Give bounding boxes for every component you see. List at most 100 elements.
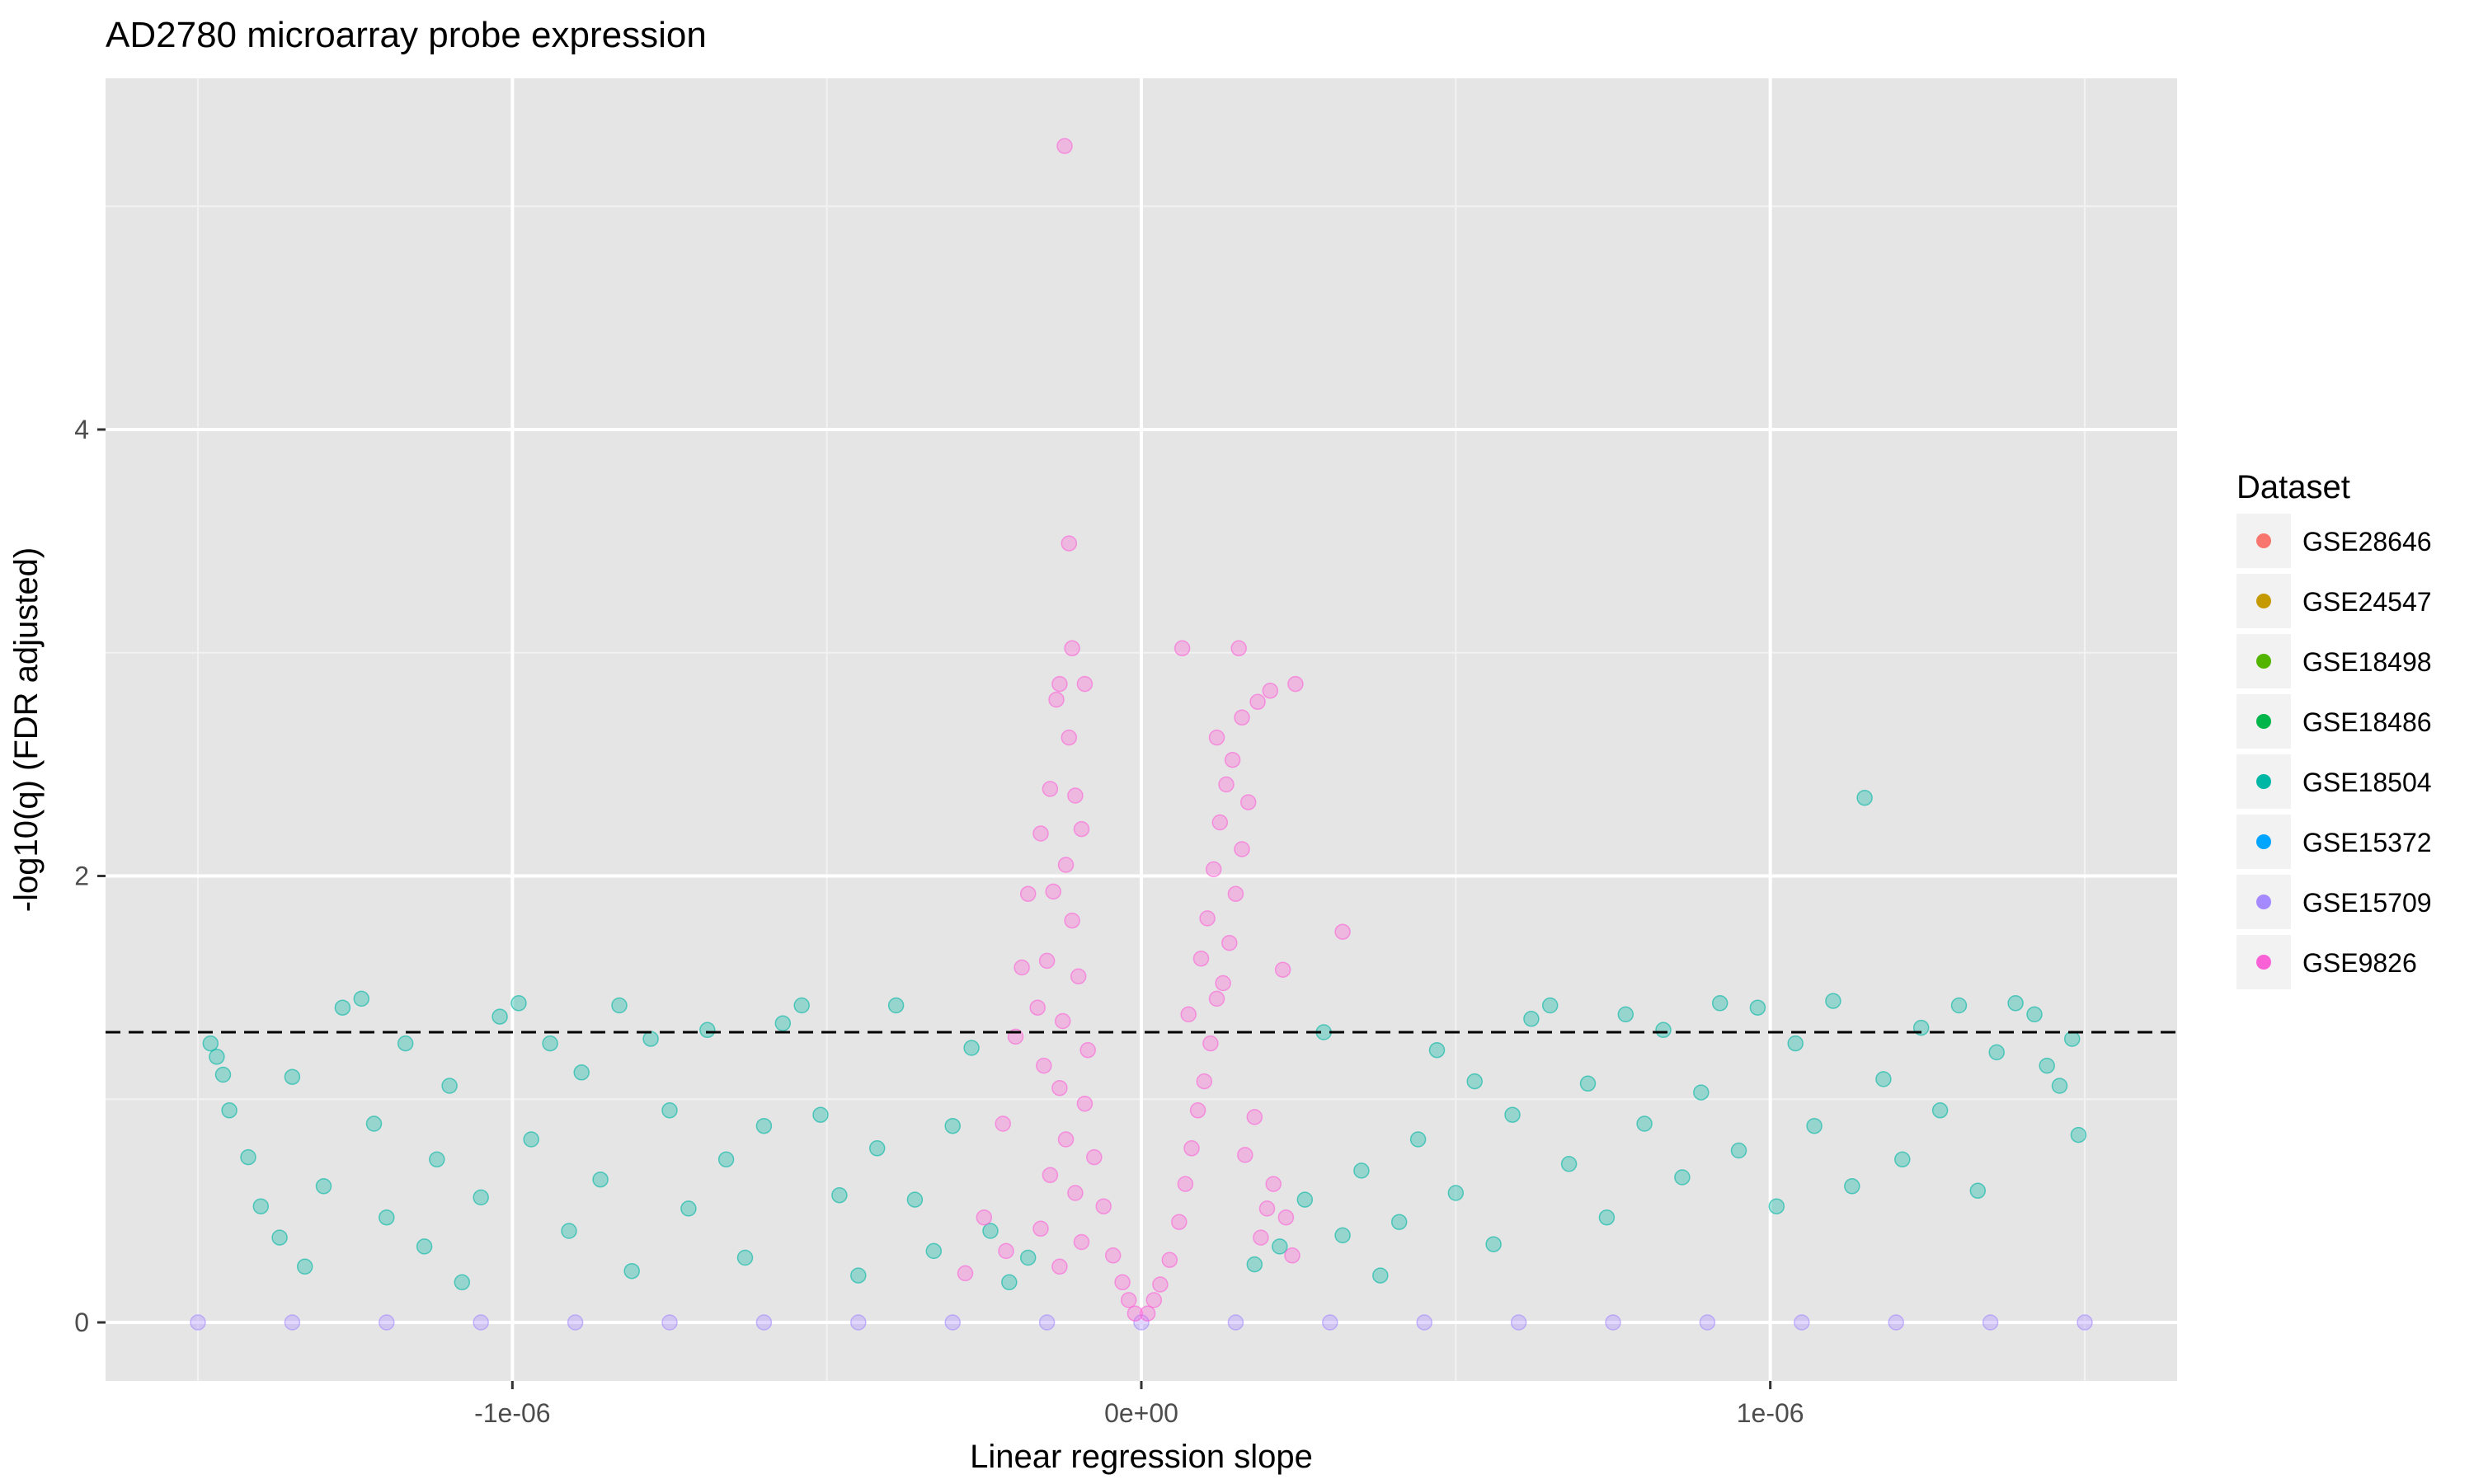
data-point [1334, 923, 1351, 940]
legend-item-gse24547: GSE24547 [2236, 574, 2432, 628]
data-point [1428, 1041, 1446, 1059]
data-point [429, 1151, 445, 1168]
x-axis-title: Linear regression slope [970, 1439, 1313, 1475]
data-point [963, 1040, 980, 1056]
data-point [334, 999, 351, 1016]
data-point [1931, 1102, 1949, 1119]
data-point [1145, 1292, 1163, 1308]
data-point [379, 1209, 395, 1226]
data-point [1189, 1102, 1206, 1119]
data-point [1969, 1182, 1987, 1200]
data-point [1211, 814, 1229, 831]
data-point [1104, 1247, 1122, 1264]
data-point [1042, 1167, 1059, 1184]
data-point [1749, 999, 1766, 1016]
data-point [1950, 997, 1968, 1014]
data-point [473, 1189, 489, 1206]
data-point [1888, 1314, 1904, 1331]
data-point [1982, 1314, 1999, 1331]
data-point [1466, 1073, 1483, 1090]
data-point [1042, 781, 1059, 797]
data-point [944, 1314, 961, 1331]
data-point [353, 990, 370, 1007]
legend-swatch [2256, 533, 2271, 548]
data-point [454, 1274, 471, 1291]
data-point [1636, 1115, 1653, 1132]
data-point [1061, 729, 1078, 746]
data-point [1322, 1314, 1338, 1331]
data-point [1139, 1305, 1156, 1322]
data-point [1875, 1071, 1892, 1087]
data-point [240, 1148, 256, 1166]
data-point [284, 1068, 301, 1085]
data-point [868, 1140, 886, 1157]
data-point [1051, 675, 1068, 693]
legend-label: GSE15709 [2302, 888, 2432, 918]
data-point [202, 1035, 219, 1052]
data-point [642, 1031, 659, 1047]
data-point [1560, 1156, 1578, 1172]
data-point [510, 995, 527, 1012]
data-point [1057, 857, 1075, 873]
data-point [567, 1314, 584, 1331]
data-point [1416, 1314, 1432, 1331]
legend-label: GSE28646 [2302, 527, 2432, 556]
data-point [1227, 885, 1244, 902]
data-point [1019, 1249, 1037, 1266]
y-axis-title: -log10(q) (FDR adjusted) [8, 547, 45, 912]
data-point [1296, 1191, 1314, 1208]
data-point [1014, 959, 1030, 976]
data-point [561, 1223, 577, 1239]
legend-label: GSE24547 [2302, 587, 2432, 617]
data-point [214, 1066, 232, 1083]
data-point [1277, 1209, 1295, 1226]
data-point [1054, 1012, 1071, 1030]
data-point [365, 1115, 383, 1132]
data-point [1073, 1233, 1090, 1251]
legend-swatch [2256, 654, 2271, 669]
data-point [1036, 1057, 1052, 1074]
legend-item-gse18498: GSE18498 [2236, 634, 2432, 688]
legend-swatch [2256, 834, 2271, 849]
data-point [379, 1314, 395, 1331]
data-point [1073, 820, 1090, 838]
data-point [755, 1117, 773, 1134]
legend-item-gse18486: GSE18486 [2236, 694, 2432, 749]
data-point [1234, 709, 1250, 726]
data-point [1239, 794, 1257, 810]
data-point [190, 1314, 206, 1331]
data-point [1237, 1147, 1253, 1163]
data-point [1174, 640, 1191, 657]
data-point [906, 1191, 924, 1208]
data-point [976, 1209, 993, 1226]
data-point [1215, 974, 1231, 992]
data-point [831, 1186, 848, 1204]
data-point [1794, 1314, 1810, 1331]
data-point [1133, 1314, 1150, 1331]
data-point [1152, 1276, 1169, 1293]
data-point [1019, 885, 1037, 902]
legend-label: GSE9826 [2302, 948, 2417, 978]
data-point [2063, 1031, 2081, 1047]
y-tick-label: 0 [74, 1308, 89, 1337]
legend-swatch [2256, 774, 2271, 789]
data-point [416, 1238, 433, 1255]
data-point [1001, 1274, 1018, 1291]
data-point [995, 1115, 1011, 1132]
series-gse9826 [957, 138, 1351, 1322]
data-point [1048, 691, 1065, 708]
data-point [680, 1200, 697, 1217]
legend-items: GSE28646 GSE24547 GSE18498 GSE18486 GSE18504… [2236, 514, 2432, 989]
x-tick-label: -1e-06 [474, 1398, 551, 1428]
data-point [284, 1314, 301, 1331]
y-tick-label: 4 [74, 415, 89, 444]
data-point [1806, 1117, 1823, 1134]
data-point [1598, 1209, 1616, 1226]
data-point [1510, 1314, 1527, 1331]
data-point [1272, 1238, 1288, 1255]
data-point [1768, 1198, 1785, 1214]
data-point [1265, 1176, 1282, 1192]
data-point [998, 1242, 1014, 1260]
x-tick-label: 0e+00 [1104, 1398, 1178, 1428]
